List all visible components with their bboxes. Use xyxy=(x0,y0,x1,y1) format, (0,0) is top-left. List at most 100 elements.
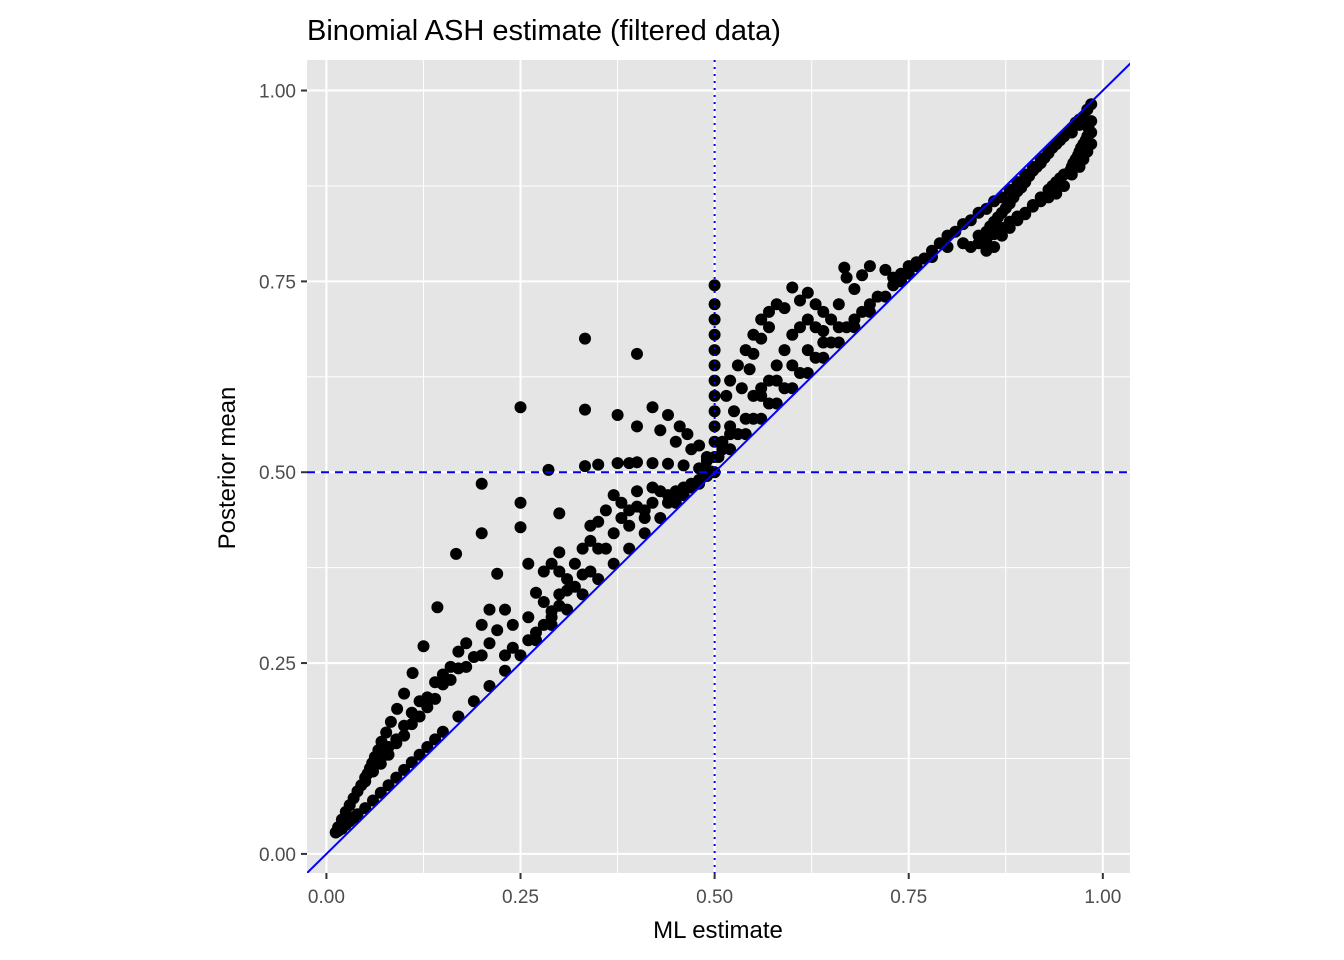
x-tick-label: 0.25 xyxy=(502,887,539,908)
data-point xyxy=(542,463,555,476)
data-point xyxy=(611,409,624,421)
data-point xyxy=(405,756,418,769)
x-tick-label: 0.00 xyxy=(308,887,345,908)
data-point xyxy=(491,624,504,637)
y-tick-label: 0.00 xyxy=(259,845,296,866)
y-tick-label: 0.50 xyxy=(259,463,296,484)
data-point xyxy=(1034,153,1047,166)
data-point xyxy=(731,359,744,372)
data-point xyxy=(374,786,387,799)
data-point xyxy=(460,637,473,650)
data-point xyxy=(786,328,799,341)
data-point xyxy=(681,428,694,441)
data-point xyxy=(848,321,861,334)
data-point xyxy=(662,496,674,509)
data-point xyxy=(763,305,775,318)
data-point xyxy=(545,557,558,570)
data-point xyxy=(405,706,418,719)
data-point xyxy=(576,542,589,555)
data-point xyxy=(545,611,558,624)
data-point xyxy=(838,261,851,274)
data-point xyxy=(708,374,721,387)
data-point xyxy=(514,401,527,414)
data-point xyxy=(417,640,430,653)
data-point xyxy=(1019,168,1032,181)
data-point xyxy=(988,241,1001,253)
data-point xyxy=(708,298,721,311)
data-point xyxy=(398,763,411,776)
data-point xyxy=(673,420,686,433)
data-point xyxy=(553,588,566,601)
data-point xyxy=(755,412,768,425)
data-point xyxy=(786,382,799,395)
data-point xyxy=(755,389,768,402)
data-point xyxy=(450,547,463,560)
data-point xyxy=(615,512,628,524)
data-point xyxy=(499,603,511,616)
data-point xyxy=(599,504,612,517)
data-point xyxy=(611,457,624,470)
data-point xyxy=(568,557,581,570)
data-point xyxy=(755,313,768,326)
data-point xyxy=(1082,122,1095,135)
data-point xyxy=(724,443,737,456)
data-point xyxy=(1026,200,1039,213)
data-point xyxy=(623,519,636,532)
x-tick-label: 0.75 xyxy=(890,887,927,908)
data-point xyxy=(390,733,403,746)
y-tick-label: 1.00 xyxy=(259,82,296,103)
data-point xyxy=(436,725,449,738)
data-point xyxy=(708,359,721,372)
data-point xyxy=(646,401,659,414)
data-point xyxy=(1050,138,1063,150)
data-point xyxy=(384,715,397,728)
data-point xyxy=(840,271,853,284)
data-point xyxy=(584,534,597,547)
data-point xyxy=(747,347,760,360)
data-point xyxy=(677,459,690,472)
data-point xyxy=(693,477,706,490)
data-point xyxy=(964,241,977,253)
data-point xyxy=(599,542,612,555)
data-point xyxy=(431,601,444,614)
data-point xyxy=(499,664,511,677)
data-point xyxy=(957,218,970,231)
data-point xyxy=(801,367,814,379)
data-point xyxy=(553,546,566,559)
data-point xyxy=(607,557,620,570)
data-point xyxy=(770,397,783,410)
data-point xyxy=(522,634,535,647)
data-point xyxy=(724,374,737,387)
data-point xyxy=(367,765,379,778)
data-point xyxy=(553,599,566,612)
data-point xyxy=(809,298,822,311)
data-point xyxy=(988,195,1001,208)
data-point xyxy=(380,726,393,739)
data-point xyxy=(1046,180,1059,192)
data-point xyxy=(817,351,830,364)
data-point xyxy=(801,313,814,326)
data-point xyxy=(592,458,605,471)
data-point xyxy=(467,695,480,708)
data-point xyxy=(584,519,597,532)
data-point xyxy=(374,752,387,765)
data-point xyxy=(561,573,574,586)
data-point xyxy=(491,567,504,580)
data-point xyxy=(832,298,845,311)
data-point xyxy=(933,237,946,250)
data-point xyxy=(382,779,395,792)
data-point xyxy=(739,428,752,441)
data-point xyxy=(429,676,442,689)
data-point xyxy=(483,680,496,692)
data-point xyxy=(359,775,372,788)
data-point xyxy=(863,260,876,273)
identity-reference-line xyxy=(307,62,1130,873)
data-point xyxy=(475,527,488,540)
data-point xyxy=(817,305,830,318)
data-points xyxy=(329,98,1098,839)
data-point xyxy=(444,660,457,673)
data-point xyxy=(506,618,519,631)
data-point xyxy=(530,626,542,639)
data-point xyxy=(631,347,643,360)
data-point xyxy=(537,618,550,631)
